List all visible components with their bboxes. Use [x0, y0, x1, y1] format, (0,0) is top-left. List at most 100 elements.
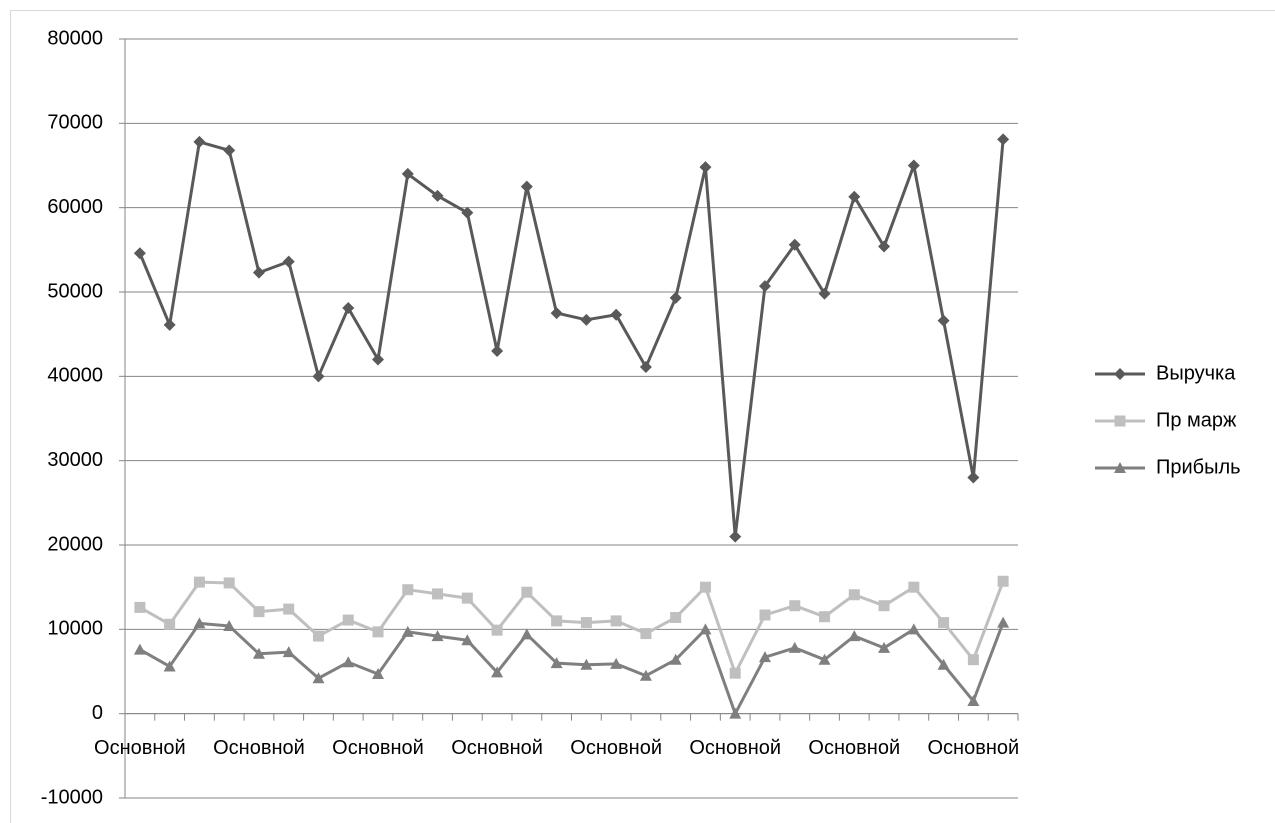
- marker: [729, 667, 741, 679]
- marker: [699, 581, 711, 593]
- x-tick-label: Основной: [808, 737, 900, 759]
- series-line: [139, 580, 1005, 675]
- series-line: [139, 621, 1005, 716]
- marker: [907, 623, 920, 635]
- marker: [193, 135, 206, 148]
- marker: [521, 586, 533, 598]
- marker: [223, 144, 236, 157]
- marker: [669, 653, 682, 665]
- x-tick-label: Основной: [213, 737, 305, 759]
- marker: [670, 612, 682, 624]
- marker: [252, 647, 265, 659]
- marker: [758, 651, 771, 663]
- marker: [848, 630, 861, 642]
- marker: [431, 630, 444, 642]
- marker: [282, 255, 295, 268]
- y-tick-label: 70000: [47, 112, 103, 134]
- marker: [580, 617, 592, 629]
- y-tick-label: 80000: [47, 27, 103, 49]
- marker: [193, 576, 205, 588]
- marker: [937, 658, 950, 670]
- marker: [699, 623, 712, 635]
- legend-label: Пр марж: [1156, 409, 1237, 431]
- y-tick-label: 20000: [47, 533, 103, 555]
- series-line: [138, 139, 1005, 539]
- marker: [372, 668, 385, 680]
- marker: [610, 657, 623, 669]
- marker: [491, 666, 504, 678]
- marker: [253, 606, 265, 618]
- marker: [729, 530, 742, 543]
- marker: [134, 601, 146, 613]
- legend-marker: [1114, 368, 1126, 380]
- marker: [312, 370, 325, 383]
- marker: [401, 625, 414, 637]
- marker: [967, 471, 980, 484]
- y-tick-label: 30000: [47, 449, 103, 471]
- marker: [818, 653, 831, 665]
- marker: [133, 247, 146, 260]
- marker: [997, 575, 1009, 587]
- marker: [788, 238, 801, 251]
- marker: [967, 695, 980, 707]
- y-tick-label: 60000: [47, 196, 103, 218]
- y-tick-label: 40000: [47, 365, 103, 387]
- marker: [520, 180, 533, 193]
- marker: [699, 161, 712, 174]
- legend-label: Прибыль: [1156, 456, 1241, 478]
- marker: [639, 669, 652, 681]
- marker: [163, 318, 176, 331]
- marker: [401, 167, 414, 180]
- y-tick-label: 50000: [47, 280, 103, 302]
- marker: [133, 643, 146, 655]
- marker: [551, 615, 563, 627]
- x-tick-label: Основной: [451, 737, 543, 759]
- marker: [550, 307, 563, 320]
- marker: [788, 641, 801, 653]
- marker: [848, 190, 861, 203]
- legend-label: Выручка: [1156, 362, 1236, 384]
- x-tick-label: Основной: [689, 737, 781, 759]
- marker: [164, 618, 176, 630]
- marker: [312, 630, 324, 642]
- marker: [908, 581, 920, 593]
- marker: [491, 345, 504, 358]
- y-tick-label: 10000: [47, 618, 103, 640]
- marker: [342, 656, 355, 668]
- marker: [789, 600, 801, 612]
- marker: [550, 657, 563, 669]
- marker: [848, 589, 860, 601]
- chart-border: [10, 10, 1275, 823]
- marker: [193, 617, 206, 629]
- marker: [431, 189, 444, 202]
- x-tick-label: Основной: [94, 737, 186, 759]
- x-tick-label: Основной: [332, 737, 424, 759]
- marker: [163, 660, 176, 672]
- y-tick-label: 0: [92, 702, 103, 724]
- marker: [610, 308, 623, 321]
- marker: [640, 628, 652, 640]
- marker: [223, 619, 236, 631]
- marker: [878, 641, 891, 653]
- marker: [372, 626, 384, 638]
- marker: [729, 707, 742, 719]
- marker: [967, 654, 979, 666]
- marker: [997, 616, 1010, 628]
- marker: [282, 646, 295, 658]
- marker: [432, 588, 444, 600]
- marker: [461, 634, 474, 646]
- marker: [283, 603, 295, 615]
- marker: [312, 672, 325, 684]
- marker: [342, 302, 355, 315]
- marker: [819, 611, 831, 623]
- marker: [759, 609, 771, 621]
- marker: [461, 592, 473, 604]
- marker: [610, 615, 622, 627]
- marker: [580, 313, 593, 326]
- marker: [938, 617, 950, 629]
- marker: [402, 584, 414, 596]
- marker: [252, 266, 265, 279]
- marker: [997, 133, 1010, 146]
